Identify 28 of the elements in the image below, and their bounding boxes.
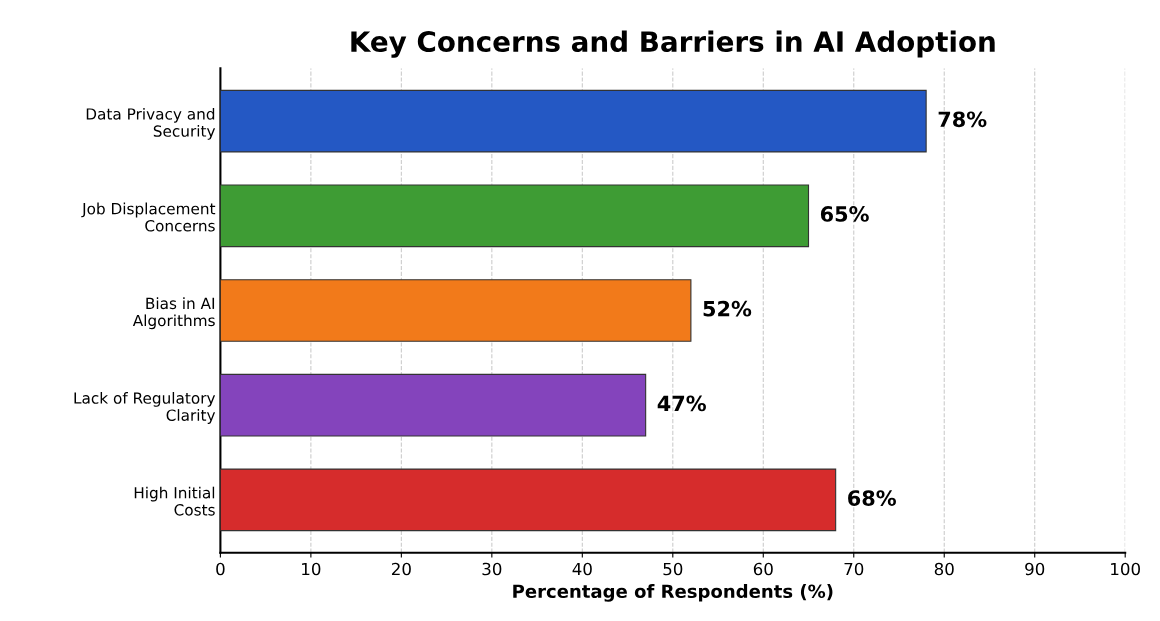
x-tick-label: 80 <box>934 562 954 576</box>
data-label: 52% <box>703 300 752 317</box>
data-label: 47% <box>657 395 706 412</box>
x-tick-label: 0 <box>216 562 225 576</box>
bar <box>220 468 837 532</box>
x-tick-label: 10 <box>302 562 321 576</box>
data-label: 78% <box>938 111 987 128</box>
x-tick-label: 100 <box>1111 562 1140 576</box>
x-tick-label: 40 <box>572 562 592 576</box>
x-tick-label: 30 <box>482 562 502 576</box>
x-tick-label: 50 <box>663 562 683 576</box>
y-tick-label: Data Privacy and Security <box>86 107 216 140</box>
x-tick-label: 20 <box>391 562 411 576</box>
data-label: 65% <box>820 206 869 222</box>
bar <box>220 89 927 153</box>
bar <box>220 279 692 342</box>
y-tick-label: High Initial Costs <box>134 486 215 516</box>
y-tick-label: Bias in AI Algorithms <box>132 297 215 330</box>
bar <box>220 184 810 248</box>
x-tick-label: 60 <box>753 562 773 576</box>
bar <box>220 373 647 437</box>
x-tick-label: 90 <box>1025 562 1045 576</box>
y-tick-label: Lack of Regulatory Clarity <box>74 392 216 424</box>
y-tick-label: Job Displacement Concerns <box>81 202 216 232</box>
x-tick-label: 70 <box>844 562 864 576</box>
data-label: 68% <box>848 490 896 506</box>
x-axis-title: Percentage of Respondents (%) <box>513 584 833 602</box>
chart-title: Key Concerns and Barriers in AI Adoption <box>351 30 995 58</box>
